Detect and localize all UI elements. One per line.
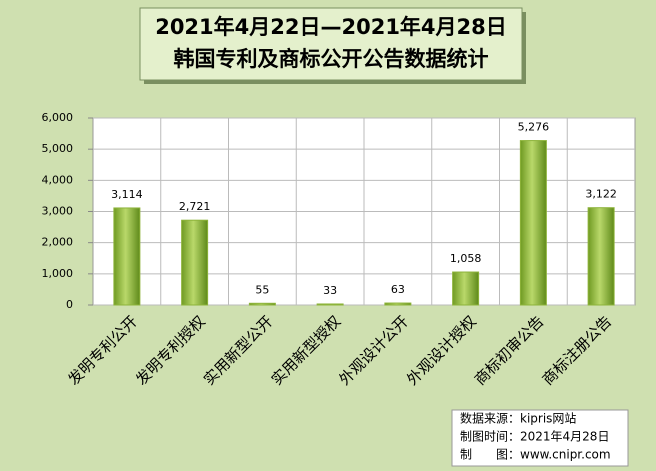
value-label: 1,058 <box>450 252 482 265</box>
bar <box>587 207 615 306</box>
date-note: 制图时间：2021年4月28日 <box>460 430 609 444</box>
value-label: 2,721 <box>179 200 211 213</box>
bar <box>113 207 141 306</box>
y-tick-label: 3,000 <box>42 205 74 218</box>
bar <box>248 302 276 306</box>
y-tick-label: 5,000 <box>42 142 74 155</box>
y-tick-label: 4,000 <box>42 173 74 186</box>
source-note: 数据来源：kipris网站 <box>460 411 576 426</box>
author-note: 制 图：www.cnipr.com <box>460 448 611 462</box>
value-label: 5,276 <box>518 121 550 134</box>
note-box <box>451 409 629 467</box>
value-label: 55 <box>255 283 269 296</box>
y-tick-label: 1,000 <box>42 267 74 280</box>
value-label: 63 <box>391 283 405 296</box>
value-label: 3,122 <box>585 188 617 201</box>
y-tick-label: 0 <box>66 298 73 311</box>
bar <box>181 219 209 306</box>
title-box <box>139 7 523 81</box>
bar <box>519 140 547 306</box>
value-label: 3,114 <box>111 188 143 201</box>
y-tick-label: 2,000 <box>42 236 74 249</box>
bar <box>316 303 344 306</box>
y-tick-label: 6,000 <box>42 111 74 124</box>
bar <box>384 302 412 306</box>
chart-subtitle: 韩国专利及商标公开公告数据统计 <box>174 47 489 71</box>
bar <box>452 271 480 306</box>
chart-title: 2021年4月22日—2021年4月28日 <box>155 15 507 39</box>
value-label: 33 <box>323 284 337 297</box>
